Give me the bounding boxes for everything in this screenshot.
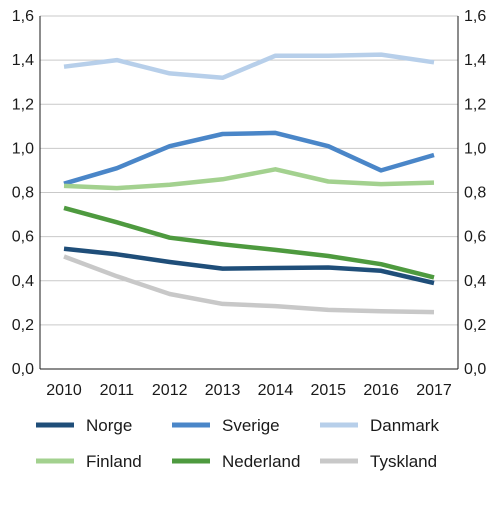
series-line-nederland bbox=[63, 205, 435, 280]
x-axis-labels: 2010 2011 2012 2013 2014 2015 2016 2017 bbox=[46, 382, 452, 399]
y-tick-label-right: 0,8 bbox=[464, 185, 486, 202]
x-tick-label: 2012 bbox=[152, 382, 188, 399]
y-tick-label-right: 0,4 bbox=[464, 273, 486, 290]
x-tick-label: 2016 bbox=[363, 382, 399, 399]
legend-label: Sverige bbox=[222, 416, 280, 435]
x-tick-label: 2017 bbox=[416, 382, 452, 399]
legend-label: Finland bbox=[86, 452, 142, 471]
x-tick-label: 2015 bbox=[310, 382, 346, 399]
x-tick-label: 2011 bbox=[100, 382, 135, 399]
series-line-norge bbox=[63, 246, 435, 286]
x-tick-label: 2010 bbox=[46, 382, 82, 399]
x-tick-label: 2013 bbox=[205, 382, 241, 399]
axes bbox=[39, 16, 459, 370]
y-tick-label-left: 0,0 bbox=[12, 361, 34, 378]
series-line-danmark bbox=[63, 52, 435, 81]
y-tick-label-left: 1,4 bbox=[12, 52, 34, 69]
y-axis-right-labels: 0,0 0,2 0,4 0,6 0,8 1,0 1,2 1,4 1,6 bbox=[464, 8, 486, 378]
series-lines bbox=[63, 52, 435, 315]
y-tick-label-right: 0,2 bbox=[464, 317, 486, 334]
legend: Norge Sverige Danmark Finland Nederland Tyskl… bbox=[36, 416, 439, 471]
y-tick-label-left: 0,8 bbox=[12, 185, 34, 202]
y-tick-label-right: 1,2 bbox=[464, 96, 486, 113]
legend-label: Tyskland bbox=[370, 452, 437, 471]
y-tick-label-right: 0,0 bbox=[464, 361, 486, 378]
x-tick-label: 2014 bbox=[258, 382, 294, 399]
legend-label: Norge bbox=[86, 416, 132, 435]
series-line-finland bbox=[63, 167, 435, 191]
y-tick-label-right: 1,6 bbox=[464, 8, 486, 25]
y-tick-label-left: 1,0 bbox=[12, 140, 34, 157]
y-tick-label-left: 1,2 bbox=[12, 96, 34, 113]
legend-label: Nederland bbox=[222, 452, 300, 471]
y-tick-label-left: 0,2 bbox=[12, 317, 34, 334]
y-tick-label-left: 0,4 bbox=[12, 273, 34, 290]
y-tick-label-right: 0,6 bbox=[464, 229, 486, 246]
series-line-sverige bbox=[63, 130, 435, 186]
y-tick-label-left: 1,6 bbox=[12, 8, 34, 25]
legend-label: Danmark bbox=[370, 416, 439, 435]
y-tick-label-right: 1,0 bbox=[464, 140, 486, 157]
y-tick-label-left: 0,6 bbox=[12, 229, 34, 246]
series-line-tyskland bbox=[63, 254, 435, 315]
y-axis-left-labels: 0,0 0,2 0,4 0,6 0,8 1,0 1,2 1,4 1,6 bbox=[12, 8, 34, 378]
y-tick-label-right: 1,4 bbox=[464, 52, 486, 69]
